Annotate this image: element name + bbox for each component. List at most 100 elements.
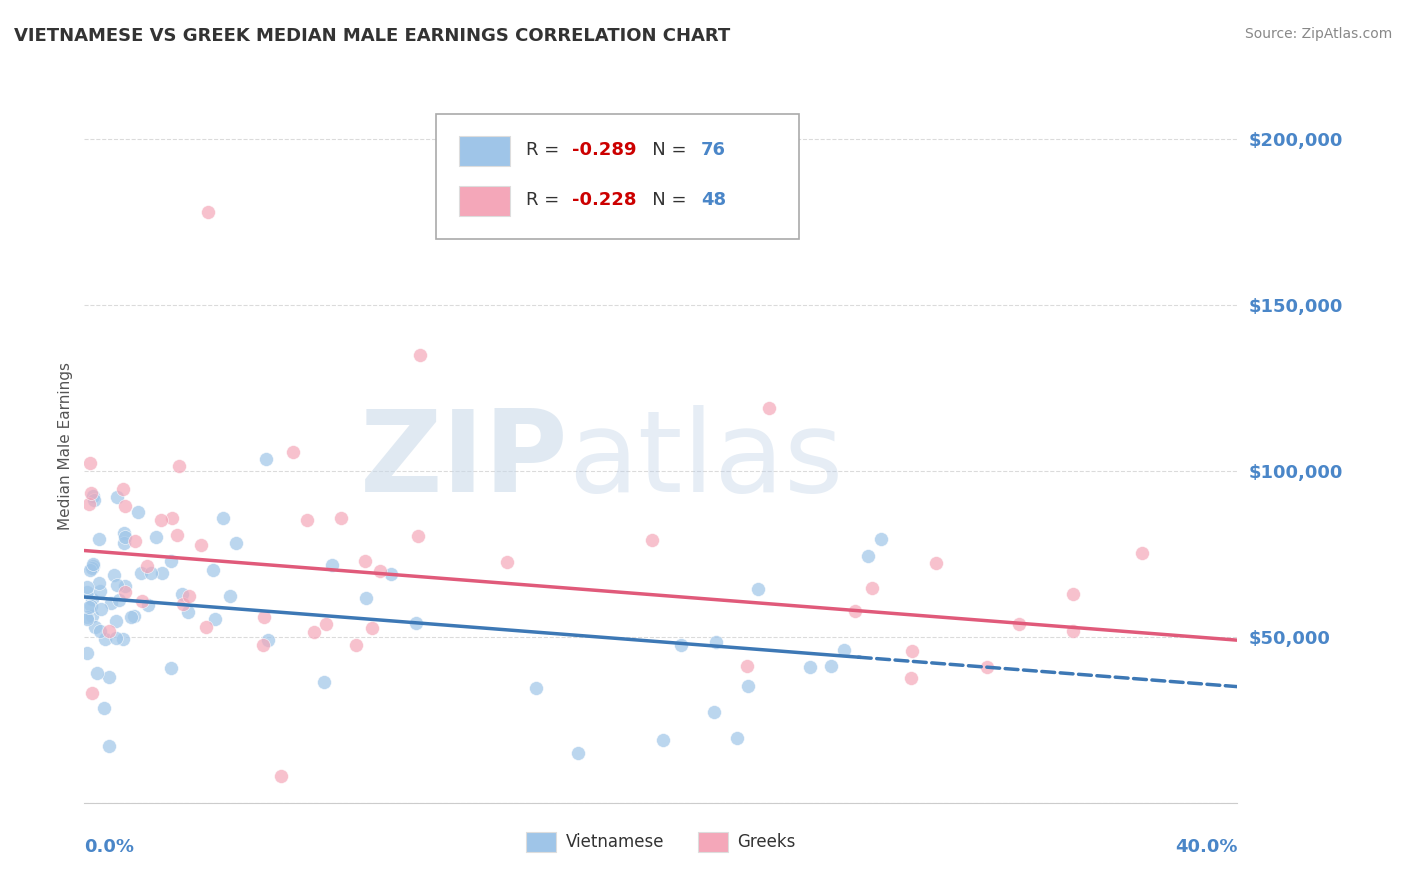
Point	[89, 576, 111, 591]
FancyBboxPatch shape	[460, 136, 510, 166]
Point	[100, 596, 122, 610]
Point	[170, 586, 193, 600]
Point	[406, 529, 429, 543]
Point	[737, 679, 759, 693]
Text: VIETNAMESE VS GREEK MEDIAN MALE EARNINGS CORRELATION CHART: VIETNAMESE VS GREEK MEDIAN MALE EARNINGS…	[14, 27, 730, 45]
Point	[80, 609, 103, 624]
Text: 48: 48	[702, 191, 727, 209]
Point	[901, 644, 924, 658]
Point	[114, 585, 136, 599]
Point	[925, 557, 948, 571]
Point	[495, 555, 517, 569]
Point	[76, 647, 98, 661]
Point	[354, 554, 377, 568]
Point	[112, 525, 135, 540]
Point	[135, 559, 157, 574]
Point	[330, 510, 353, 524]
Point	[1130, 546, 1153, 560]
Point	[225, 536, 247, 550]
Point	[79, 456, 101, 470]
Point	[799, 659, 821, 673]
Point	[82, 489, 104, 503]
Point	[127, 504, 149, 518]
Point	[870, 532, 893, 546]
Point	[89, 624, 111, 638]
Point	[93, 632, 115, 647]
Point	[641, 533, 664, 547]
Point	[129, 566, 152, 581]
Point	[900, 671, 922, 685]
Point	[380, 566, 402, 581]
Point	[114, 530, 136, 544]
Point	[321, 558, 343, 573]
Point	[89, 583, 111, 598]
Text: atlas: atlas	[568, 405, 844, 516]
Point	[254, 451, 277, 466]
Point	[76, 610, 98, 624]
Text: Source: ZipAtlas.com: Source: ZipAtlas.com	[1244, 27, 1392, 41]
Point	[295, 513, 318, 527]
Legend: Vietnamese, Greeks: Vietnamese, Greeks	[519, 825, 803, 859]
Point	[77, 497, 100, 511]
Point	[252, 610, 274, 624]
Point	[80, 599, 103, 613]
Point	[89, 602, 111, 616]
Point	[860, 581, 883, 595]
Point	[1062, 624, 1084, 638]
Point	[149, 512, 172, 526]
Point	[368, 565, 391, 579]
Point	[114, 499, 136, 513]
FancyBboxPatch shape	[460, 186, 510, 216]
Text: R =: R =	[526, 141, 565, 159]
Point	[195, 620, 218, 634]
Y-axis label: Median Male Earnings: Median Male Earnings	[58, 362, 73, 530]
Point	[160, 511, 183, 525]
Point	[83, 492, 105, 507]
Point	[138, 598, 160, 612]
Point	[204, 612, 226, 626]
Point	[1062, 587, 1084, 601]
Point	[112, 535, 135, 549]
Point	[344, 638, 367, 652]
Point	[80, 486, 103, 500]
Text: 40.0%: 40.0%	[1175, 838, 1237, 856]
Point	[201, 563, 224, 577]
Point	[1008, 616, 1031, 631]
Point	[139, 566, 162, 580]
Point	[89, 533, 111, 547]
Text: 76: 76	[702, 141, 725, 159]
Point	[281, 445, 304, 459]
Point	[856, 549, 879, 563]
Point	[79, 563, 101, 577]
Text: -0.228: -0.228	[572, 191, 637, 209]
Point	[219, 590, 242, 604]
Point	[80, 591, 103, 606]
Point	[172, 597, 194, 611]
Point	[844, 604, 866, 618]
Point	[76, 584, 98, 599]
Point	[98, 670, 121, 684]
Point	[97, 739, 120, 753]
Point	[179, 589, 201, 603]
Point	[703, 705, 725, 719]
FancyBboxPatch shape	[436, 114, 799, 239]
Point	[86, 665, 108, 680]
Point	[197, 205, 219, 219]
Point	[107, 577, 129, 591]
Point	[160, 554, 183, 568]
Point	[212, 510, 235, 524]
Text: N =: N =	[636, 191, 693, 209]
Point	[112, 632, 135, 647]
Point	[82, 559, 104, 574]
Point	[834, 643, 856, 657]
Point	[177, 605, 200, 619]
Point	[82, 686, 104, 700]
Text: N =: N =	[636, 141, 693, 159]
Point	[82, 557, 104, 571]
Point	[76, 612, 98, 626]
Point	[735, 659, 758, 673]
Point	[356, 591, 378, 606]
Point	[105, 632, 128, 646]
Point	[315, 616, 337, 631]
Point	[93, 701, 115, 715]
